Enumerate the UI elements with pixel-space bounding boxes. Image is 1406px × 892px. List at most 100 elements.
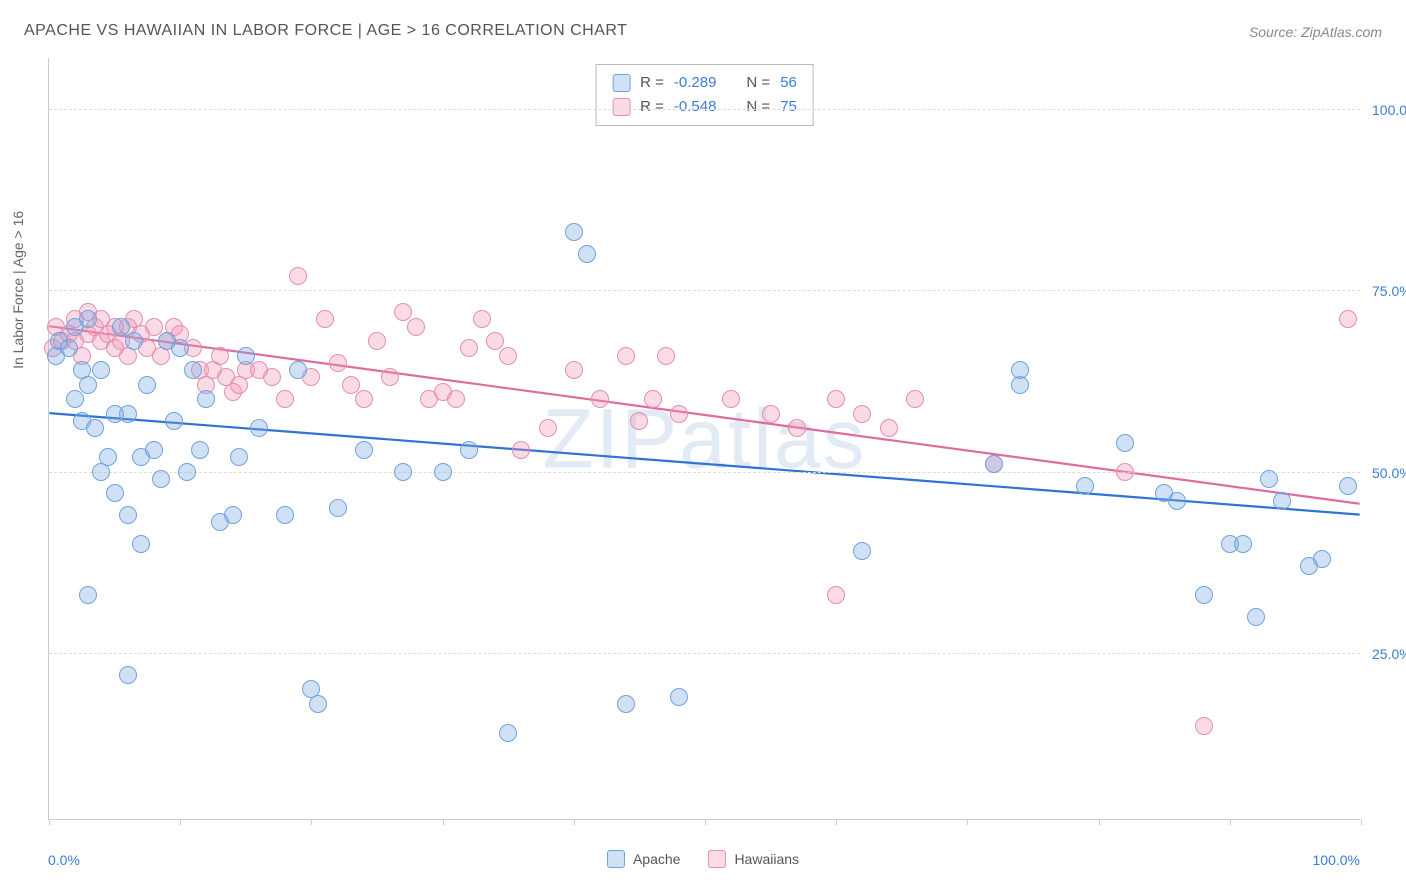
n-label: N = xyxy=(746,71,770,95)
data-point-hawaiians xyxy=(355,390,373,408)
data-point-apache xyxy=(230,448,248,466)
data-point-apache xyxy=(197,390,215,408)
data-point-apache xyxy=(191,441,209,459)
data-point-apache xyxy=(1339,477,1357,495)
y-tick-label: 50.0% xyxy=(1364,465,1406,481)
data-point-apache xyxy=(79,376,97,394)
data-point-hawaiians xyxy=(1339,310,1357,328)
data-point-hawaiians xyxy=(381,368,399,386)
data-point-apache xyxy=(125,332,143,350)
data-point-apache xyxy=(119,405,137,423)
x-tick xyxy=(1361,819,1362,825)
legend-swatch xyxy=(607,850,625,868)
data-point-apache xyxy=(119,666,137,684)
data-point-hawaiians xyxy=(762,405,780,423)
data-point-apache xyxy=(92,361,110,379)
data-point-hawaiians xyxy=(1195,717,1213,735)
data-point-apache xyxy=(985,455,1003,473)
x-tick xyxy=(49,819,50,825)
data-point-apache xyxy=(60,339,78,357)
legend-swatch xyxy=(708,850,726,868)
data-point-apache xyxy=(565,223,583,241)
data-point-apache xyxy=(112,318,130,336)
data-point-hawaiians xyxy=(512,441,530,459)
data-point-apache xyxy=(1168,492,1186,510)
data-point-apache xyxy=(250,419,268,437)
legend-stats-row: R =-0.548N =75 xyxy=(612,95,797,119)
data-point-hawaiians xyxy=(644,390,662,408)
legend-label: Hawaiians xyxy=(734,851,799,867)
data-point-apache xyxy=(66,390,84,408)
n-value: 75 xyxy=(780,95,797,119)
data-point-hawaiians xyxy=(1116,463,1134,481)
data-point-apache xyxy=(1116,434,1134,452)
x-tick xyxy=(574,819,575,825)
grid-line: 25.0% xyxy=(49,653,1360,654)
x-tick xyxy=(967,819,968,825)
plot-area: ZIPatlas R =-0.289N =56R =-0.548N =75 25… xyxy=(48,58,1360,820)
data-point-apache xyxy=(184,361,202,379)
data-point-apache xyxy=(355,441,373,459)
data-point-apache xyxy=(1260,470,1278,488)
regression-lines-layer xyxy=(49,58,1360,819)
r-value: -0.289 xyxy=(674,71,717,95)
x-tick xyxy=(1099,819,1100,825)
data-point-hawaiians xyxy=(880,419,898,437)
data-point-hawaiians xyxy=(460,339,478,357)
data-point-apache xyxy=(578,245,596,263)
r-label: R = xyxy=(640,71,664,95)
legend-item-hawaiians: Hawaiians xyxy=(708,850,799,868)
data-point-hawaiians xyxy=(565,361,583,379)
n-label: N = xyxy=(746,95,770,119)
legend-stats: R =-0.289N =56R =-0.548N =75 xyxy=(595,64,814,126)
data-point-apache xyxy=(394,463,412,481)
data-point-hawaiians xyxy=(263,368,281,386)
data-point-hawaiians xyxy=(906,390,924,408)
r-label: R = xyxy=(640,95,664,119)
data-point-apache xyxy=(79,310,97,328)
grid-line: 50.0% xyxy=(49,472,1360,473)
legend-swatch xyxy=(612,74,630,92)
data-point-apache xyxy=(329,499,347,517)
data-point-apache xyxy=(99,448,117,466)
y-axis-title: In Labor Force | Age > 16 xyxy=(10,211,26,369)
x-tick xyxy=(836,819,837,825)
data-point-apache xyxy=(171,339,189,357)
data-point-hawaiians xyxy=(539,419,557,437)
legend-series: Apache Hawaiians xyxy=(607,850,799,868)
y-tick-label: 100.0% xyxy=(1364,102,1406,118)
source-label: Source: ZipAtlas.com xyxy=(1249,24,1382,40)
data-point-apache xyxy=(106,484,124,502)
data-point-hawaiians xyxy=(499,347,517,365)
data-point-hawaiians xyxy=(329,354,347,372)
data-point-apache xyxy=(165,412,183,430)
data-point-hawaiians xyxy=(617,347,635,365)
x-tick xyxy=(705,819,706,825)
data-point-apache xyxy=(617,695,635,713)
data-point-hawaiians xyxy=(289,267,307,285)
correlation-chart: APACHE VS HAWAIIAN IN LABOR FORCE | AGE … xyxy=(0,0,1406,892)
data-point-apache xyxy=(145,441,163,459)
data-point-hawaiians xyxy=(630,412,648,430)
grid-line: 100.0% xyxy=(49,109,1360,110)
data-point-apache xyxy=(309,695,327,713)
data-point-hawaiians xyxy=(447,390,465,408)
data-point-apache xyxy=(1273,492,1291,510)
data-point-hawaiians xyxy=(827,390,845,408)
x-tick xyxy=(311,819,312,825)
data-point-hawaiians xyxy=(368,332,386,350)
data-point-hawaiians xyxy=(670,405,688,423)
data-point-hawaiians xyxy=(591,390,609,408)
data-point-hawaiians xyxy=(211,347,229,365)
data-point-apache xyxy=(119,506,137,524)
legend-label: Apache xyxy=(633,851,680,867)
data-point-apache xyxy=(1195,586,1213,604)
data-point-hawaiians xyxy=(473,310,491,328)
x-axis-min-label: 0.0% xyxy=(48,852,80,868)
x-tick xyxy=(443,819,444,825)
data-point-apache xyxy=(178,463,196,481)
x-axis-max-label: 100.0% xyxy=(1313,852,1360,868)
data-point-apache xyxy=(152,470,170,488)
data-point-apache xyxy=(276,506,294,524)
data-point-hawaiians xyxy=(657,347,675,365)
